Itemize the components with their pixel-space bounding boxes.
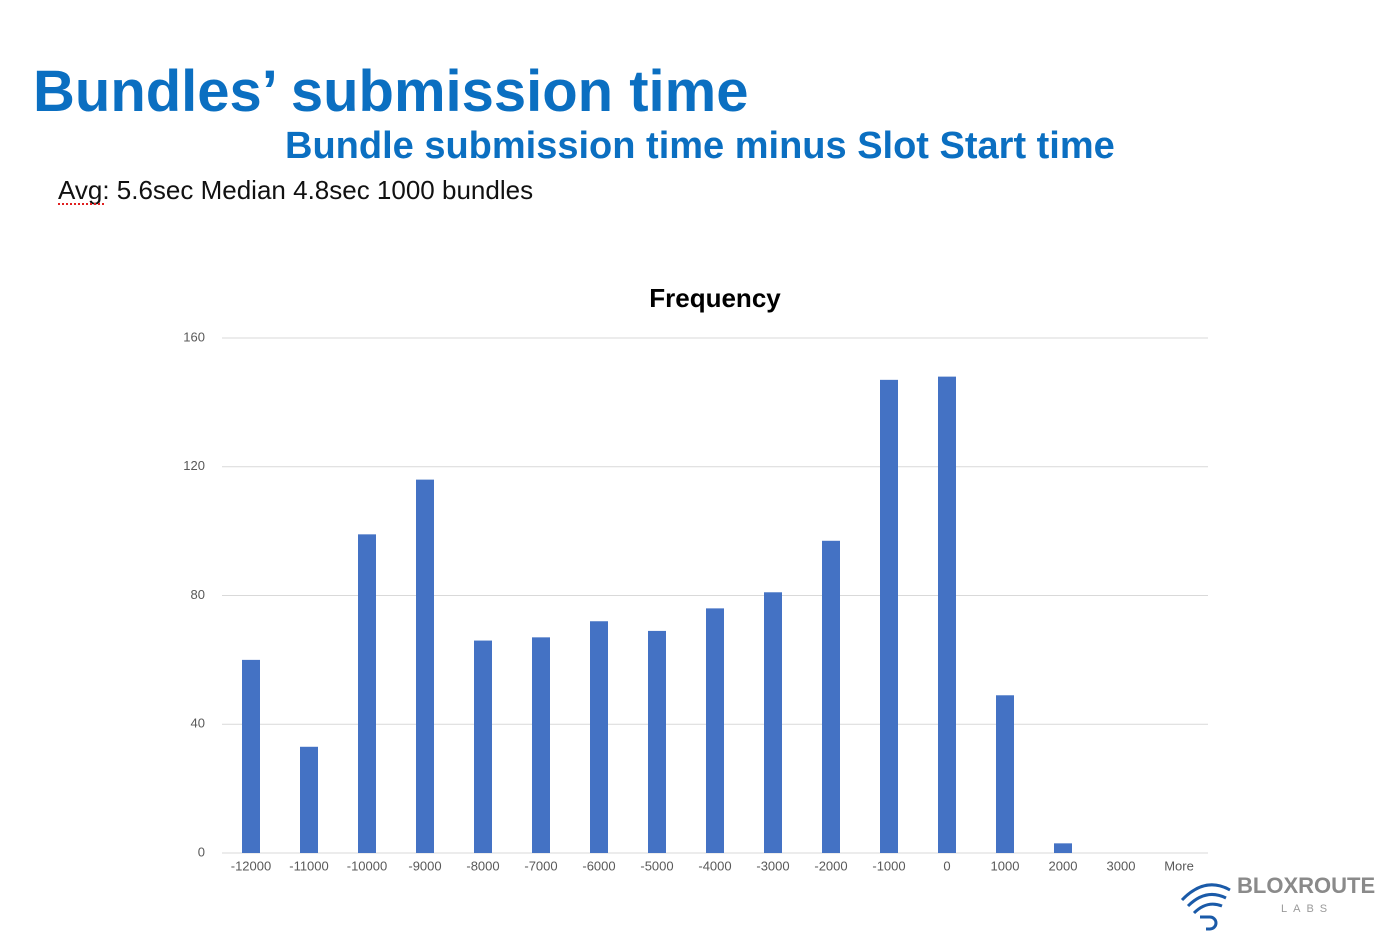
- bar: [648, 630, 666, 853]
- bar: [764, 592, 782, 853]
- x-tick-label: -5000: [640, 858, 673, 873]
- x-tick-label: -6000: [582, 858, 615, 873]
- bar: [532, 637, 550, 853]
- x-tick-label: 1000: [991, 858, 1020, 873]
- x-tick-label: 3000: [1107, 858, 1136, 873]
- logo-icon: [1180, 883, 1231, 931]
- y-tick-label: 40: [191, 716, 205, 731]
- x-tick-label: -12000: [231, 858, 271, 873]
- x-tick-label: -8000: [466, 858, 499, 873]
- x-tick-label: -4000: [698, 858, 731, 873]
- bar: [1054, 843, 1072, 853]
- bar: [416, 479, 434, 853]
- x-tick-label: 2000: [1049, 858, 1078, 873]
- x-tick-label: -9000: [408, 858, 441, 873]
- y-tick-label: 120: [183, 458, 205, 473]
- x-tick-label: More: [1164, 858, 1194, 873]
- y-tick-label: 0: [198, 844, 205, 859]
- bar: [880, 379, 898, 853]
- logo-name: BLOXROUTE: [1237, 873, 1375, 898]
- x-tick-label: 0: [943, 858, 950, 873]
- logo-tagline: LABS: [1281, 903, 1333, 915]
- bar: [242, 659, 260, 853]
- bar: [822, 540, 840, 853]
- slide-subtitle: Bundle submission time minus Slot Start …: [285, 125, 1115, 167]
- slide-note: Avg: 5.6sec Median 4.8sec 1000 bundles: [58, 175, 533, 205]
- chart-title: Frequency: [649, 283, 781, 313]
- slide-title: Bundles’ submission time: [33, 59, 748, 124]
- x-tick-label: -7000: [524, 858, 557, 873]
- bar: [474, 640, 492, 853]
- x-tick-label: -10000: [347, 858, 387, 873]
- x-tick-label: -11000: [289, 858, 329, 873]
- x-tick-label: -2000: [814, 858, 847, 873]
- bar: [938, 376, 956, 853]
- x-tick-label: -1000: [872, 858, 905, 873]
- x-tick-label: -3000: [756, 858, 789, 873]
- y-tick-label: 80: [191, 587, 205, 602]
- bar: [996, 695, 1014, 853]
- bar: [590, 621, 608, 853]
- y-tick-label: 160: [183, 329, 205, 344]
- bar: [706, 608, 724, 853]
- bar: [358, 534, 376, 853]
- bar: [300, 746, 318, 853]
